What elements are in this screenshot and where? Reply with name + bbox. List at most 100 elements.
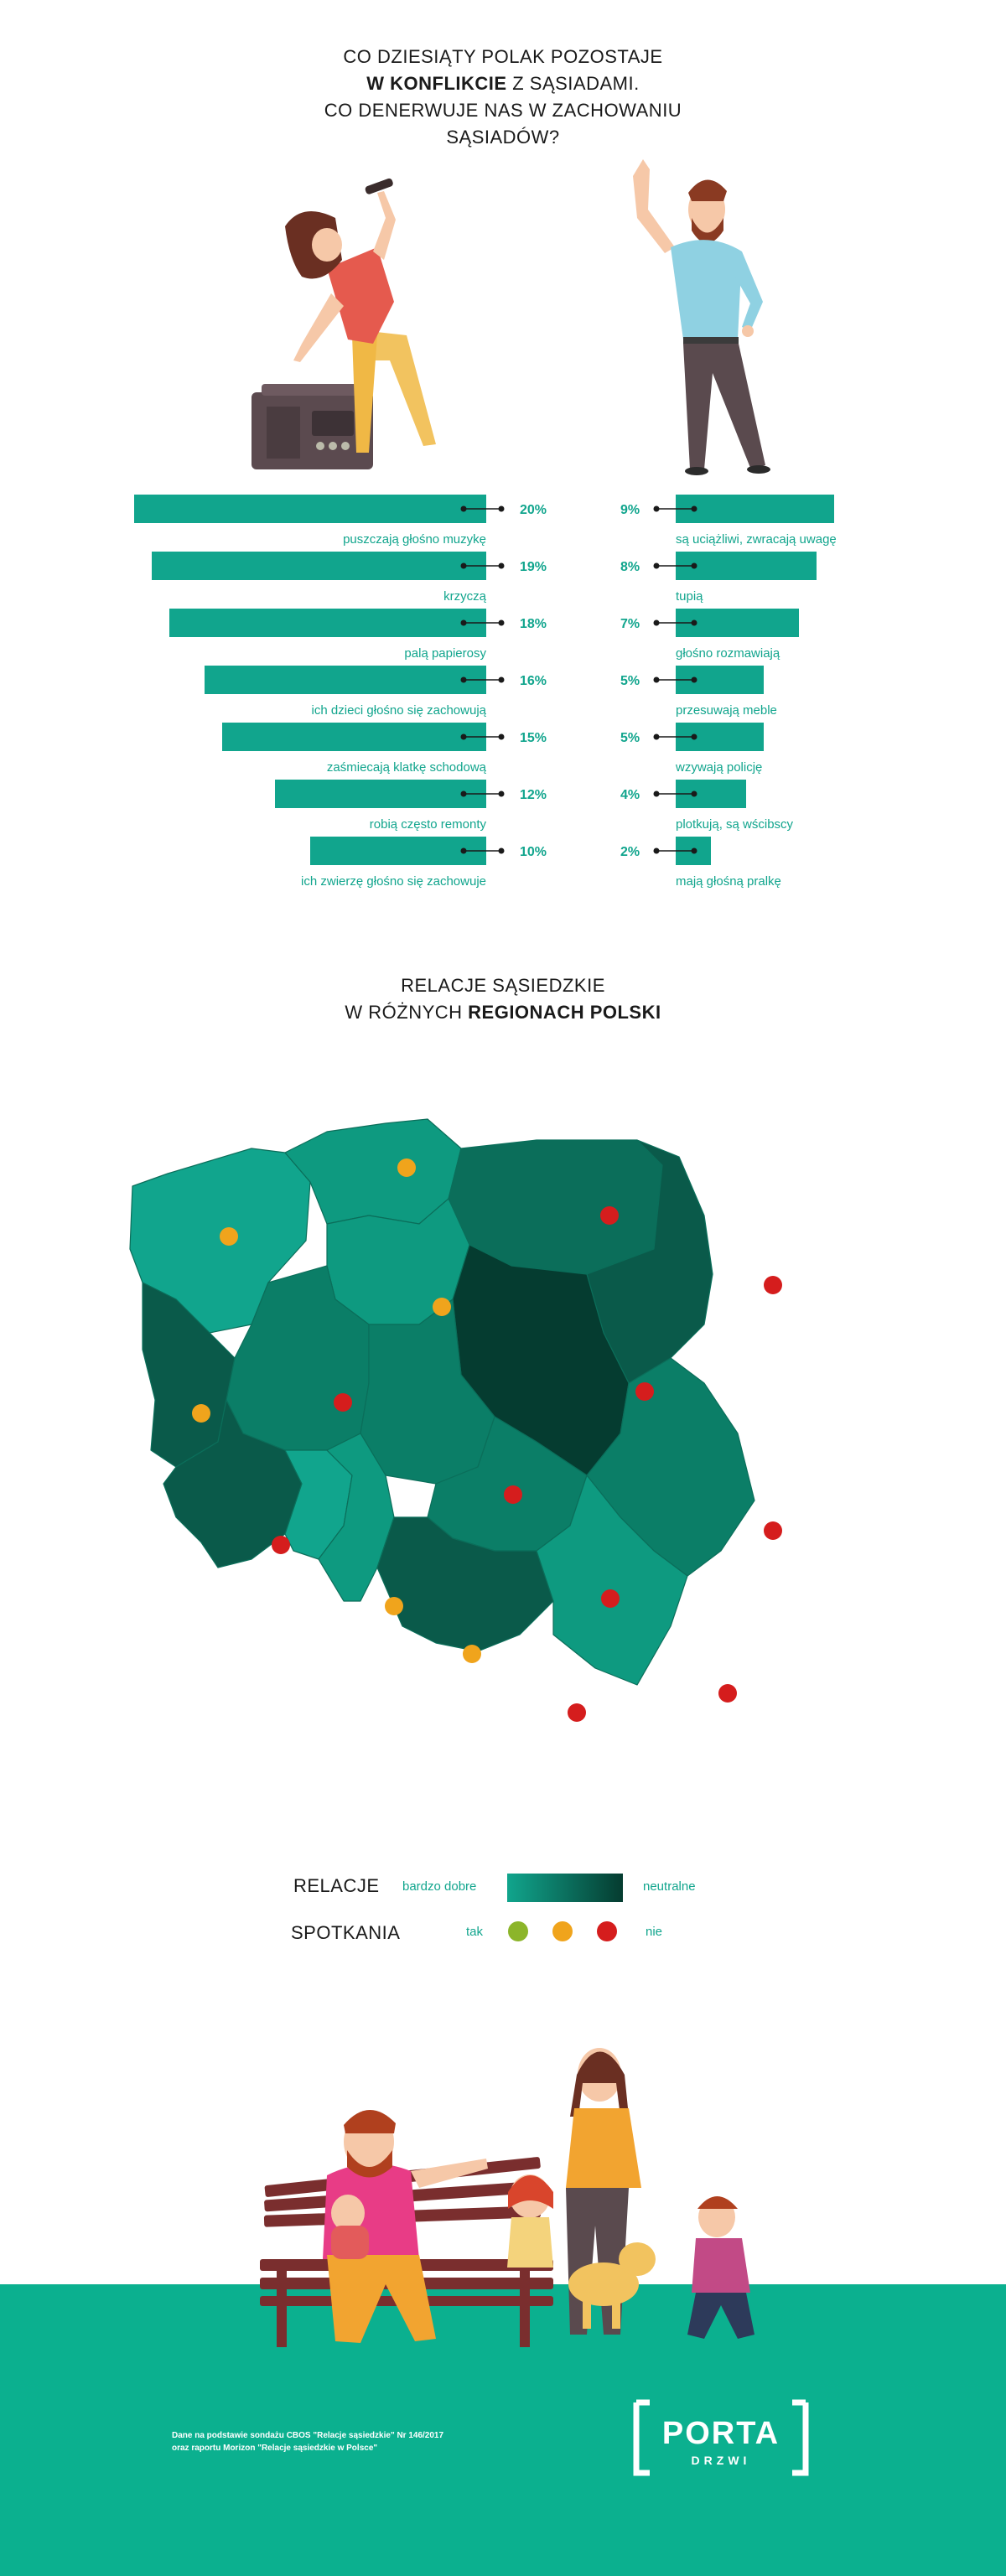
value-label-low-3: 5% (620, 674, 640, 688)
bar-high-0 (134, 495, 486, 523)
legend-dot-orange (552, 1921, 573, 1941)
leader-end-high-1 (498, 562, 505, 569)
map-title-normal: W RÓŻNYCH (345, 1002, 469, 1023)
legend-gradient-bar (507, 1874, 623, 1902)
leader-dot-low-5 (653, 790, 660, 797)
legend-spotkania-label: SPOTKANIA (291, 1922, 401, 1943)
title-line-2: W KONFLIKCIE Z SĄSIADAMI. (0, 70, 1006, 97)
dot-mazowieckie (635, 1382, 654, 1401)
dot-kujawsko-pomorskie (433, 1298, 451, 1316)
source-note-line-1: Dane na podstawie sondażu CBOS "Relacje … (172, 2431, 444, 2440)
leader-end-low-1 (691, 562, 697, 569)
category-label-low-0: są uciążliwi, zwracają uwagę (676, 532, 837, 547)
title-line-4: SĄSIADÓW? (446, 127, 560, 148)
poland-regions-map (129, 1118, 782, 1722)
leader-dot-high-6 (460, 847, 467, 854)
value-label-low-1: 8% (620, 560, 640, 574)
leader-end-high-3 (498, 676, 505, 683)
bar-high-3 (205, 666, 486, 694)
leader-dot-high-3 (460, 676, 467, 683)
leader-end-low-5 (691, 790, 697, 797)
category-label-low-6: mają głośną pralkę (676, 874, 781, 889)
dot-swietokrzyskie (601, 1589, 620, 1608)
leader-dot-high-2 (460, 619, 467, 626)
category-label-high-5: robią często remonty (370, 817, 487, 832)
leader-dot-low-3 (653, 676, 660, 683)
neighbours-family-illustration (260, 2048, 754, 2347)
value-label-low-5: 4% (620, 788, 640, 802)
leader-end-low-0 (691, 505, 697, 512)
page-title: CO DZIESIĄTY POLAK POZOSTAJE W KONFLIKCI… (0, 44, 1006, 151)
category-label-high-4: zaśmiecają klatkę schodową (327, 760, 487, 775)
bar-low-1 (676, 552, 817, 580)
dot-podlaskie (764, 1276, 782, 1294)
map-section-title: RELACJE SĄSIEDZKIE W RÓŻNYCH REGIONACH P… (0, 972, 1006, 1026)
region-pomorskie (284, 1118, 462, 1225)
value-label-high-3: 16% (520, 674, 547, 688)
leader-end-high-6 (498, 847, 505, 854)
leader-dot-high-1 (460, 562, 467, 569)
leader-end-low-6 (691, 847, 697, 854)
category-label-high-1: krzyczą (443, 589, 486, 604)
dot-wielkopolskie (334, 1393, 352, 1412)
region-malopolskie (376, 1516, 554, 1652)
dot-lubuskie (192, 1404, 210, 1423)
leader-dot-low-1 (653, 562, 660, 569)
annoying-behaviours-chart-low: 9% są uciążliwi, zwracają uwagę 8% tupią 7% g… (620, 495, 837, 889)
value-label-high-2: 18% (520, 617, 547, 631)
leader-end-high-2 (498, 619, 505, 626)
region-lubelskie (586, 1357, 755, 1577)
annoying-behaviours-chart-high: 20% puszczają głośno muzykę 19% krzyczą 18% p… (134, 495, 547, 889)
bar-high-4 (222, 723, 486, 751)
title-line-3: CO DENERWUJE NAS W ZACHOWANIU (324, 100, 682, 121)
dot-pomorskie (397, 1158, 416, 1177)
leader-dot-low-4 (653, 733, 660, 740)
leader-end-low-2 (691, 619, 697, 626)
category-label-low-1: tupią (676, 589, 703, 604)
logo-porta-text: PORTA (662, 2416, 780, 2451)
dot-warminsko-mazurskie (600, 1206, 619, 1225)
man-gesturing-illustration (633, 159, 770, 475)
category-label-high-6: ich zwierzę głośno się zachowuje (301, 874, 486, 889)
region-slaskie (318, 1433, 395, 1602)
value-label-high-6: 10% (520, 845, 547, 859)
bar-high-2 (169, 609, 486, 637)
dot-podkarpackie (718, 1684, 737, 1703)
leader-dot-high-4 (460, 733, 467, 740)
category-label-high-2: palą papierosy (404, 646, 486, 661)
dot-malopolskie (568, 1703, 586, 1722)
leader-dot-high-5 (460, 790, 467, 797)
category-label-low-5: plotkują, są wścibscy (676, 817, 794, 832)
leader-dot-low-6 (653, 847, 660, 854)
dot-slaskie (463, 1645, 481, 1663)
dot-zachodniopomorskie (220, 1227, 238, 1246)
logo-drzwi-text: DRZWI (692, 2454, 751, 2467)
value-label-low-0: 9% (620, 503, 640, 517)
leader-dot-high-0 (460, 505, 467, 512)
category-label-low-4: wzywają policję (675, 760, 762, 775)
legend-spotkania-right: nie (646, 1925, 663, 1939)
value-label-low-4: 5% (620, 731, 640, 745)
woman-with-radio-illustration (252, 178, 436, 469)
legend-spotkania-left: tak (466, 1925, 484, 1939)
leader-end-high-0 (498, 505, 505, 512)
value-label-high-0: 20% (520, 503, 547, 517)
footer-band (0, 2284, 1006, 2576)
leader-end-low-3 (691, 676, 697, 683)
map-title-line-2: W RÓŻNYCH REGIONACH POLSKI (0, 999, 1006, 1026)
title-line-2-rest: Z SĄSIADAMI. (506, 73, 640, 94)
source-note-line-2: oraz raportu Morizon "Relacje sąsiedzkie… (172, 2444, 378, 2453)
title-bold: W KONFLIKCIE (366, 73, 507, 94)
porta-drzwi-logo: PORTA DRZWI (633, 2399, 809, 2476)
title-line-1: CO DZIESIĄTY POLAK POZOSTAJE (343, 46, 663, 67)
map-title-line-1: RELACJE SĄSIEDZKIE (401, 975, 605, 996)
legend-relacje-label: RELACJE (293, 1875, 380, 1896)
leader-dot-low-0 (653, 505, 660, 512)
leader-end-low-4 (691, 733, 697, 740)
bar-low-0 (676, 495, 834, 523)
category-label-high-3: ich dzieci głośno się zachowują (312, 703, 487, 718)
region-podkarpackie (536, 1475, 688, 1686)
dot-lubelskie (764, 1521, 782, 1540)
bar-high-5 (275, 780, 486, 808)
value-label-high-4: 15% (520, 731, 547, 745)
